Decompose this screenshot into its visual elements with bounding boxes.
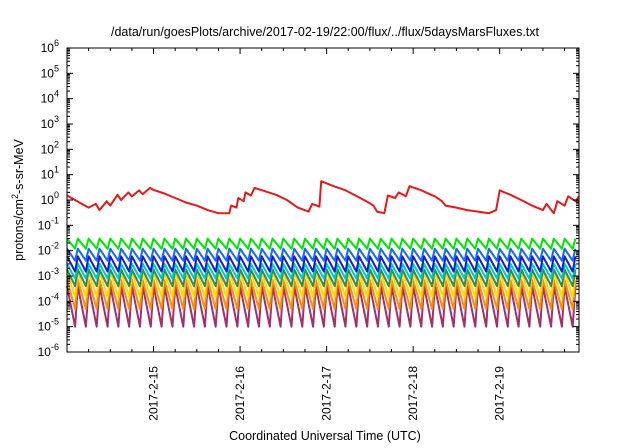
y-tick-label: 10-3: [38, 266, 59, 283]
y-tick-label-base: 10: [38, 320, 52, 334]
series-line: [66, 262, 577, 280]
y-tick-label: 10-4: [38, 291, 59, 308]
x-tick-label: 2017-2-19: [493, 366, 507, 421]
y-tick-label-base: 10: [41, 41, 55, 55]
y-tick-label-exponent: 2: [54, 139, 59, 149]
series-line: [66, 180, 580, 215]
y-tick-label-base: 10: [41, 142, 55, 156]
y-tick-label-exponent: 0: [54, 190, 59, 200]
y-tick-label: 101: [41, 165, 59, 182]
y-tick-label: 10-2: [38, 241, 59, 258]
y-tick-label-base: 10: [38, 244, 52, 258]
y-tick-label-exponent: -2: [51, 241, 59, 251]
y-tick-label: 100: [41, 190, 59, 207]
y-tick-label-base: 10: [41, 66, 55, 80]
x-tick-label: 2017-2-17: [320, 366, 334, 421]
y-tick-label: 10-1: [38, 215, 59, 232]
x-tick-label: 2017-2-16: [233, 366, 247, 421]
y-tick-label-exponent: -3: [51, 266, 59, 276]
y-axis-label-tail: -s-sr-MeV: [12, 138, 26, 194]
y-tick-label-base: 10: [38, 218, 52, 232]
y-tick-label-exponent: 5: [54, 63, 59, 73]
y-tick-label-exponent: 4: [54, 89, 59, 99]
y-tick-label: 106: [41, 38, 59, 55]
x-tick-label: 2017-2-15: [147, 366, 161, 421]
plot-frame: [66, 47, 580, 353]
y-tick-label-base: 10: [41, 92, 55, 106]
y-tick-label: 10-5: [38, 317, 59, 334]
y-tick-label-base: 10: [41, 117, 55, 131]
y-tick-label-exponent: -1: [51, 215, 59, 225]
y-axis-label: protons/cm2-s-sr-MeV: [10, 138, 26, 260]
y-axis-label-superscript: 2: [10, 194, 20, 199]
y-tick-label-base: 10: [41, 168, 55, 182]
series-line: [66, 255, 577, 273]
x-tick-label: 2017-2-18: [406, 366, 420, 421]
x-ticks: 2017-2-15 2017-2-16 2017-2-17 2017-2-18 2017…: [66, 48, 566, 421]
y-tick-label-exponent: 1: [54, 165, 59, 175]
y-tick-label-base: 10: [41, 193, 55, 207]
series-line: [66, 268, 577, 288]
y-tick-label-exponent: -6: [51, 342, 59, 352]
y-tick-label: 103: [41, 114, 59, 131]
y-tick-label-exponent: -4: [51, 291, 59, 301]
y-tick-label: 105: [41, 63, 59, 80]
y-tick-label-base: 10: [38, 269, 52, 283]
y-tick-label-exponent: -5: [51, 317, 59, 327]
x-axis-label: Coordinated Universal Time (UTC): [229, 429, 421, 443]
chart-title: /data/run/goesPlots/archive/2017-02-19/2…: [111, 25, 540, 39]
series-line: [66, 278, 577, 310]
y-tick-label: 10-6: [38, 342, 59, 359]
y-tick-label: 102: [41, 139, 59, 156]
y-axis-label-main: protons/cm: [12, 199, 26, 261]
y-tick-label: 104: [41, 89, 59, 106]
series-layer: [66, 180, 580, 328]
series-line: [66, 247, 577, 262]
series-line: [66, 237, 577, 250]
y-tick-label-exponent: 6: [54, 38, 59, 48]
y-tick-label-exponent: 3: [54, 114, 59, 124]
y-tick-label-base: 10: [38, 294, 52, 308]
svg-text:protons/cm2-s-sr-MeV: protons/cm2-s-sr-MeV: [10, 138, 26, 260]
y-ticks: 10-610-510-410-310-210-11001011021031041…: [38, 38, 579, 359]
y-tick-label-base: 10: [38, 345, 52, 359]
